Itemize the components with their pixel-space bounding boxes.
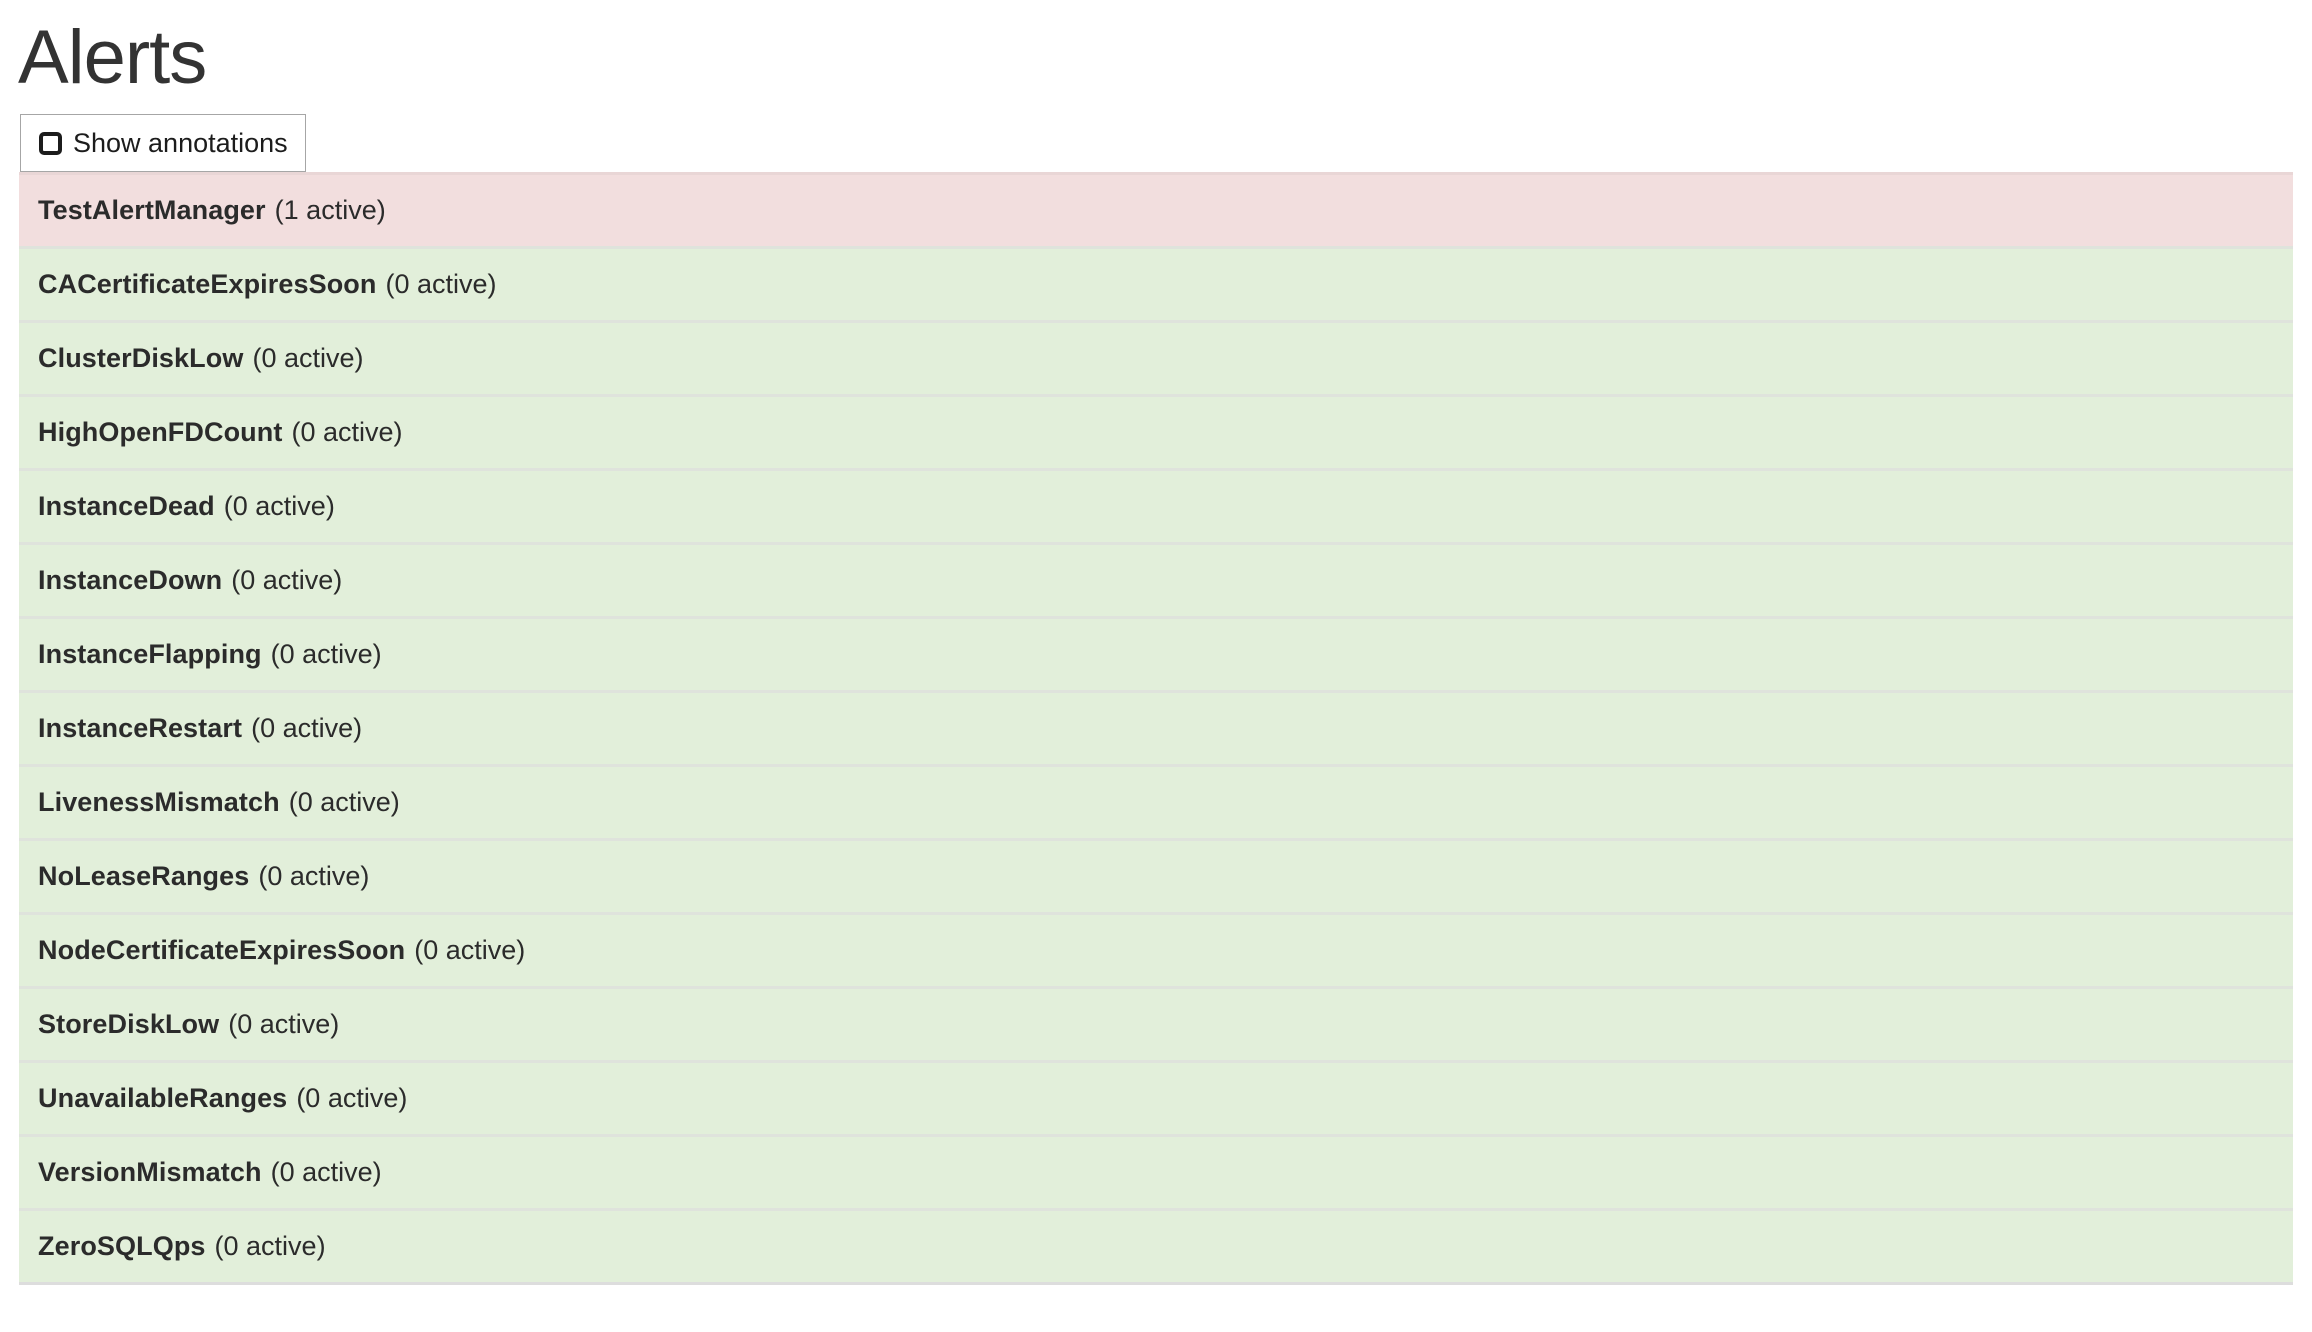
alert-row[interactable]: UnavailableRanges (0 active) [19,1060,2293,1134]
toolbar: Show annotations [0,102,2312,172]
alert-active-count: (0 active) [270,639,382,669]
alert-row[interactable]: VersionMismatch (0 active) [19,1134,2293,1208]
alert-name: VersionMismatch [38,1157,262,1187]
alert-active-count: (0 active) [228,1009,340,1039]
alert-row[interactable]: NodeCertificateExpiresSoon (0 active) [19,912,2293,986]
alert-active-count: (0 active) [288,787,400,817]
alert-active-count: (0 active) [291,417,403,447]
alert-name: InstanceDead [38,491,215,521]
alert-row[interactable]: LivenessMismatch (0 active) [19,764,2293,838]
alert-active-count: (0 active) [385,269,497,299]
alert-name: NoLeaseRanges [38,861,250,891]
alert-name: UnavailableRanges [38,1083,288,1113]
alert-row[interactable]: InstanceFlapping (0 active) [19,616,2293,690]
alert-row[interactable]: StoreDiskLow (0 active) [19,986,2293,1060]
alert-row[interactable]: TestAlertManager (1 active) [19,172,2293,246]
show-annotations-label: Show annotations [73,127,288,158]
show-annotations-toggle[interactable]: Show annotations [20,114,306,172]
alert-row[interactable]: InstanceDown (0 active) [19,542,2293,616]
alert-name: LivenessMismatch [38,787,280,817]
checkbox-unchecked-icon [39,131,62,155]
alert-row[interactable]: NoLeaseRanges (0 active) [19,838,2293,912]
alert-list: TestAlertManager (1 active) CACertificateE… [19,172,2293,1285]
alert-row[interactable]: HighOpenFDCount (0 active) [19,394,2293,468]
alert-name: ZeroSQLQps [38,1231,206,1261]
alert-active-count: (0 active) [258,861,370,891]
alert-active-count: (0 active) [223,491,335,521]
alert-name: StoreDiskLow [38,1009,220,1039]
alert-active-count: (0 active) [214,1231,326,1261]
alert-name: CACertificateExpiresSoon [38,269,377,299]
alert-name: NodeCertificateExpiresSoon [38,935,406,965]
alert-name: TestAlertManager [38,195,266,225]
alert-active-count: (0 active) [251,713,363,743]
alert-row[interactable]: InstanceDead (0 active) [19,468,2293,542]
alert-active-count: (0 active) [252,343,364,373]
alert-active-count: (1 active) [274,195,386,225]
page-title: Alerts [18,15,207,100]
alert-name: InstanceRestart [38,713,243,743]
alert-row[interactable]: CACertificateExpiresSoon (0 active) [19,246,2293,320]
alert-active-count: (0 active) [414,935,526,965]
alert-row[interactable]: InstanceRestart (0 active) [19,690,2293,764]
alert-row[interactable]: ZeroSQLQps (0 active) [19,1208,2293,1282]
alert-active-count: (0 active) [296,1083,408,1113]
alert-name: InstanceFlapping [38,639,262,669]
alert-name: HighOpenFDCount [38,417,283,447]
alert-name: ClusterDiskLow [38,343,244,373]
alert-active-count: (0 active) [231,565,343,595]
alert-active-count: (0 active) [270,1157,382,1187]
alert-name: InstanceDown [38,565,223,595]
alert-row[interactable]: ClusterDiskLow (0 active) [19,320,2293,394]
